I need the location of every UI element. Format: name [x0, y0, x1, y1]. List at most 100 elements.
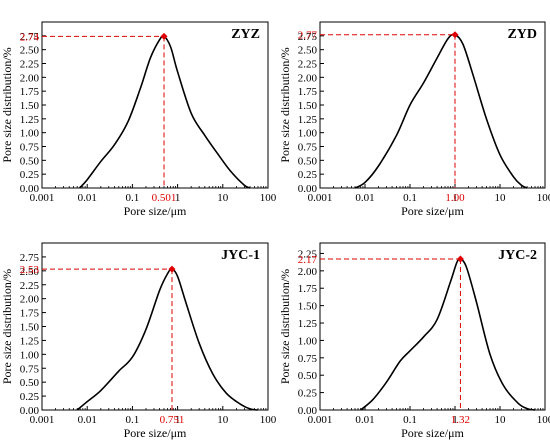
x-tick-label: 100	[537, 192, 550, 204]
peak-y-label: 2.17	[298, 254, 318, 266]
x-tick-label: 100	[260, 414, 277, 426]
y-tick-label: 2.75	[20, 252, 40, 264]
y-tick-label: 0.00	[298, 183, 318, 195]
peak-x-label: 0.501	[152, 192, 177, 204]
x-tick-label: 100	[537, 414, 550, 426]
x-tick-label: 10	[217, 192, 229, 204]
x-tick-label: 0.01	[78, 192, 97, 204]
y-tick-label: 1.50	[20, 322, 40, 334]
y-tick-label: 1.75	[20, 86, 40, 98]
y-tick-label: 2.00	[20, 294, 40, 306]
y-tick-label: 1.50	[20, 100, 40, 112]
x-tick-label: 1	[175, 414, 181, 426]
y-tick-label: 0.00	[20, 183, 40, 195]
x-axis-label: Pore size/μm	[124, 426, 187, 440]
panel-title: JYC-1	[221, 248, 260, 263]
chart-panel-0: 0.001 0.01 0.1 1 10 100 0.00 0.25 0.500.75 1.00 1.…	[0, 21, 277, 218]
y-tick-label: 1.25	[20, 114, 40, 126]
y-tick-label: 2.00	[298, 266, 318, 278]
y-axis-label: Pore size distribution/%	[0, 269, 14, 384]
peak-marker	[160, 32, 168, 40]
x-tick-label: 0.01	[355, 192, 374, 204]
y-tick-label: 0.25	[298, 388, 318, 400]
plot-frame	[319, 242, 546, 411]
y-tick-label: 1.00	[298, 335, 318, 347]
x-tick-label: 0.001	[30, 414, 55, 426]
peak-y-label: 2.74	[20, 31, 40, 43]
x-tick-label: 0.1	[126, 414, 140, 426]
x-tick-label: 0.1	[126, 192, 140, 204]
y-tick-label: 1.25	[298, 318, 318, 330]
x-tick-label: 1	[175, 192, 181, 204]
y-tick-label: 0.75	[298, 142, 318, 154]
x-tick-label: 0.001	[308, 414, 333, 426]
y-tick-label: 0.25	[298, 169, 318, 181]
y-tick-label: 0.75	[20, 363, 40, 375]
panel-title: ZYZ	[231, 27, 260, 42]
panel-title: JYC-2	[498, 248, 537, 263]
y-tick-label: 1.75	[20, 308, 40, 320]
x-tick-label: 10	[495, 192, 507, 204]
y-tick-label: 2.00	[298, 72, 318, 84]
y-tick-label: 1.25	[20, 335, 40, 347]
peak-x-label: 1.32	[451, 414, 470, 426]
x-axis-label: Pore size/μm	[401, 204, 464, 218]
y-tick-label: 0.50	[20, 377, 40, 389]
distribution-curve	[354, 33, 528, 189]
peak-y-label: 2.77	[298, 30, 318, 42]
y-axis-label: Pore size distribution/%	[278, 269, 292, 384]
x-axis-label: Pore size/μm	[124, 204, 187, 218]
y-tick-label: 2.25	[20, 59, 40, 71]
y-tick-label: 0.50	[298, 370, 318, 382]
y-tick-label: 2.25	[298, 59, 318, 71]
x-tick-label: 0.01	[355, 414, 374, 426]
y-tick-label: 0.75	[298, 353, 318, 365]
x-tick-label: 0.1	[403, 414, 417, 426]
y-tick-label: 0.50	[298, 155, 318, 167]
x-tick-label: 10	[217, 414, 229, 426]
peak-y-label: 2.53	[20, 264, 40, 276]
peak-marker	[168, 265, 176, 273]
chart-panel-3: 0.001 0.01 0.1 1 10 100 0.00 0.25 0.50 0.75 1.00 1.…	[278, 242, 550, 440]
y-tick-label: 1.75	[298, 86, 318, 98]
distribution-curve	[76, 268, 259, 411]
y-tick-label: 1.50	[298, 100, 318, 112]
x-tick-label: 0.001	[30, 192, 55, 204]
y-axis-label: Pore size distribution/%	[278, 47, 292, 162]
y-tick-label: 2.75	[298, 31, 318, 43]
panel-title: ZYD	[507, 27, 537, 42]
distribution-curve	[79, 35, 251, 189]
y-tick-label: 2.50	[20, 45, 40, 57]
y-tick-label: 2.75	[20, 31, 40, 43]
y-tick-label: 1.50	[298, 301, 318, 313]
y-tick-label: 0.00	[298, 405, 318, 417]
y-tick-label: 1.00	[298, 128, 318, 140]
y-tick-label: 1.75	[298, 283, 318, 295]
y-tick-label: 2.25	[298, 248, 318, 260]
y-tick-label: 0.25	[20, 391, 40, 403]
chart-panel-2: 0.001 0.01 0.1 1 10 100 0.00 0.25 0.50 0.75 1.00 1.…	[0, 242, 277, 440]
peak-marker	[451, 31, 459, 39]
plot-frame	[319, 21, 546, 189]
peak-marker	[456, 255, 464, 263]
y-tick-label: 1.25	[298, 114, 318, 126]
plot-frame	[41, 242, 269, 411]
x-tick-label: 10	[495, 414, 507, 426]
y-tick-label: 1.00	[20, 128, 40, 140]
x-axis-label: Pore size/μm	[401, 426, 464, 440]
chart-panel-1: 0.001 0.01 0.1 1 10 100 0.00 0.25 0.500.75 1.00 1.…	[278, 21, 550, 218]
x-tick-label: 0.1	[403, 192, 417, 204]
y-tick-label: 1.00	[20, 349, 40, 361]
y-tick-label: 2.50	[298, 45, 318, 57]
x-tick-label: 0.01	[78, 414, 97, 426]
peak-x-label: 0.751	[160, 414, 185, 426]
y-tick-label: 0.50	[20, 155, 40, 167]
x-tick-label: 100	[260, 192, 277, 204]
y-tick-label: 0.00	[20, 405, 40, 417]
y-axis-label: Pore size distribution/%	[0, 47, 14, 162]
y-tick-label: 2.00	[20, 72, 40, 84]
peak-x-label: 1.00	[445, 192, 465, 204]
y-tick-label: 0.75	[20, 142, 40, 154]
distribution-curve	[360, 257, 536, 411]
